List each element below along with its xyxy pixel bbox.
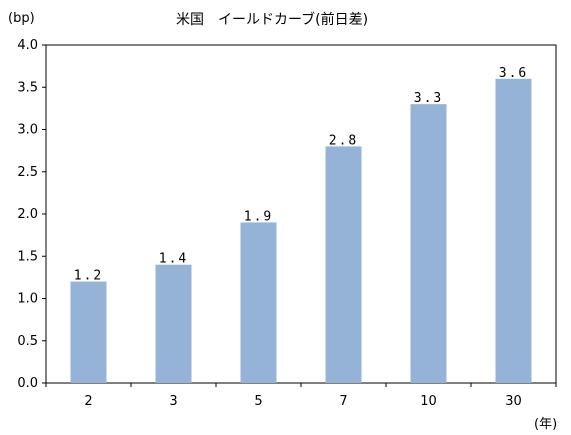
y-tick-label: 2.0 (17, 207, 38, 222)
x-tick-label: 30 (505, 394, 522, 409)
bar-5 (240, 222, 277, 383)
x-tick-label: 10 (420, 394, 437, 409)
bar-2 (70, 281, 107, 383)
data-label: 3.6 (499, 66, 528, 81)
y-tick-label: 3.0 (17, 123, 38, 138)
y-tick-label: 1.0 (17, 292, 38, 307)
plot-area-frame (45, 44, 557, 384)
x-tick-label: 3 (169, 394, 177, 409)
bar-10 (410, 104, 447, 384)
data-label: 1.4 (159, 252, 188, 267)
bar-30 (495, 78, 532, 384)
data-label: 1.9 (244, 209, 273, 224)
x-tick-label: 7 (339, 394, 347, 409)
y-tick-label: 0.0 (17, 376, 38, 391)
bar-7 (325, 146, 362, 383)
data-label: 1.2 (74, 269, 103, 284)
x-tick-label: 5 (254, 394, 262, 409)
y-tick-label: 4.0 (17, 38, 38, 53)
data-label: 2.8 (329, 133, 358, 148)
x-tick-label: 2 (84, 394, 92, 409)
y-tick-label: 3.5 (17, 80, 38, 95)
x-axis-unit: (年) (534, 417, 557, 432)
y-tick-label: 1.5 (17, 249, 38, 264)
y-tick-label: 2.5 (17, 165, 38, 180)
data-label: 3.3 (414, 91, 443, 106)
y-tick-label: 0.5 (17, 334, 38, 349)
bar-3 (155, 264, 192, 383)
chart-title: 米国 イールドカーブ(前日差) (176, 11, 368, 28)
y-axis-unit: (bp) (8, 11, 35, 26)
